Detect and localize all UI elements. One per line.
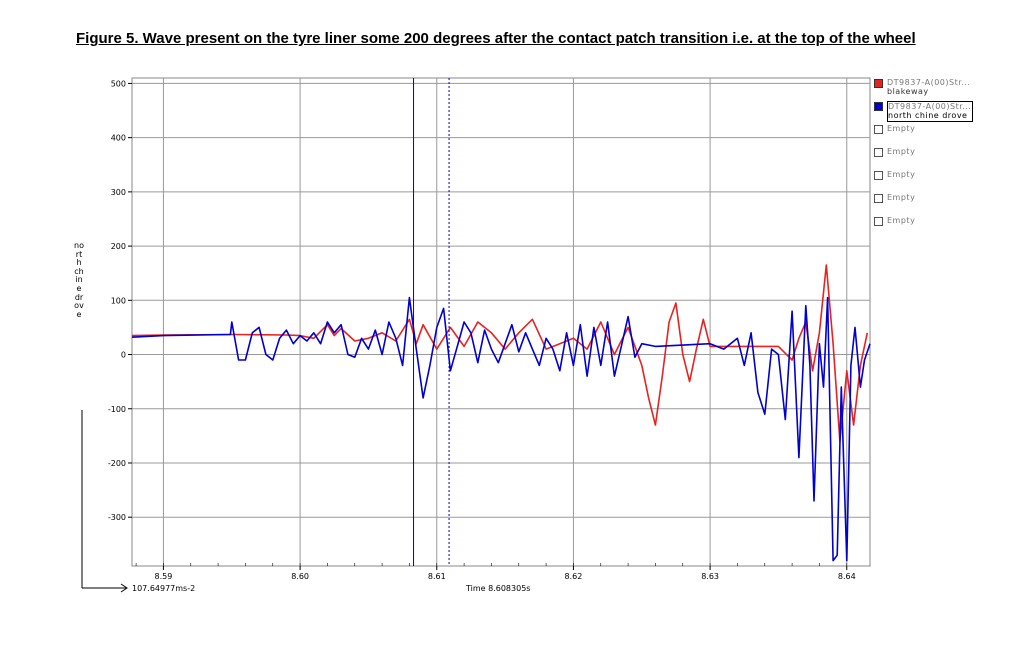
y-axis: 500 400 300 200 100 0 -100 -200 -300 bbox=[108, 79, 132, 522]
legend-item[interactable]: Empty bbox=[872, 170, 982, 193]
legend-swatch[interactable] bbox=[874, 79, 883, 88]
legend-label-sub: blakeway bbox=[887, 87, 929, 96]
legend-swatch[interactable] bbox=[874, 102, 883, 111]
figure-title: Figure 5. Wave present on the tyre liner… bbox=[76, 30, 916, 47]
legend-label: Empty bbox=[887, 124, 915, 133]
x-offset-readout: 107.64977ms-2 bbox=[132, 584, 195, 593]
y-tick-label: 400 bbox=[111, 134, 126, 143]
legend-item[interactable]: Empty bbox=[872, 124, 982, 147]
y-tick-label: 500 bbox=[111, 79, 126, 88]
legend-label: Empty bbox=[887, 170, 915, 179]
legend-label: Empty bbox=[887, 147, 915, 156]
y-tick-label: -200 bbox=[108, 459, 126, 468]
y-axis-label: north chine drove bbox=[74, 241, 84, 319]
legend-item[interactable]: DT9837-A(00)Str... blakeway bbox=[872, 78, 982, 101]
x-axis: 8.59 8.60 8.61 8.62 8.63 8.64 bbox=[135, 563, 856, 581]
y-tick-label: -300 bbox=[108, 513, 126, 522]
arrow-head-icon bbox=[120, 583, 128, 593]
x-tick-label: 8.59 bbox=[155, 572, 173, 581]
legend-swatch[interactable] bbox=[874, 194, 883, 203]
legend: DT9837-A(00)Str... blakeway DT9837-A(00)St… bbox=[872, 78, 982, 239]
legend-label-main: DT9837-A(00)Str... bbox=[888, 102, 972, 111]
legend-label-main: DT9837-A(00)Str... bbox=[887, 78, 971, 87]
x-tick-label: 8.64 bbox=[838, 572, 856, 581]
legend-label-main: Empty bbox=[887, 147, 916, 156]
legend-item[interactable]: Empty bbox=[872, 193, 982, 216]
x-tick-label: 8.61 bbox=[428, 572, 446, 581]
legend-swatch[interactable] bbox=[874, 171, 883, 180]
legend-label: Empty bbox=[887, 193, 915, 202]
legend-swatch[interactable] bbox=[874, 217, 883, 226]
legend-swatch[interactable] bbox=[874, 125, 883, 134]
x-tick-label: 8.62 bbox=[565, 572, 583, 581]
legend-item[interactable]: Empty bbox=[872, 147, 982, 170]
x-axis-readout: Time 8.608305s bbox=[465, 584, 530, 593]
y-tick-label: 100 bbox=[111, 296, 126, 305]
legend-label-sub: north chine drove bbox=[888, 111, 968, 120]
x-tick-label: 8.63 bbox=[701, 572, 719, 581]
legend-item[interactable]: Empty bbox=[872, 216, 982, 239]
y-tick-label: 0 bbox=[121, 351, 126, 360]
legend-label-main: Empty bbox=[887, 124, 916, 133]
legend-item[interactable]: DT9837-A(00)Str... north chine drove bbox=[872, 101, 982, 124]
y-tick-label: -100 bbox=[108, 405, 126, 414]
legend-swatch[interactable] bbox=[874, 148, 883, 157]
series-line-north-chine-drove bbox=[131, 296, 871, 562]
legend-label-main: Empty bbox=[887, 170, 916, 179]
plot-area[interactable] bbox=[131, 77, 871, 567]
series-group bbox=[131, 264, 871, 562]
legend-label: DT9837-A(00)Str... north chine drove bbox=[887, 101, 974, 122]
y-tick-label: 300 bbox=[111, 188, 126, 197]
legend-label: DT9837-A(00)Str... blakeway bbox=[887, 78, 970, 96]
x-tick-label: 8.60 bbox=[291, 572, 309, 581]
y-tick-label: 200 bbox=[111, 242, 126, 251]
legend-label: Empty bbox=[887, 216, 915, 225]
cursors[interactable] bbox=[413, 78, 450, 566]
legend-label-main: Empty bbox=[887, 193, 916, 202]
legend-label-main: Empty bbox=[887, 216, 916, 225]
